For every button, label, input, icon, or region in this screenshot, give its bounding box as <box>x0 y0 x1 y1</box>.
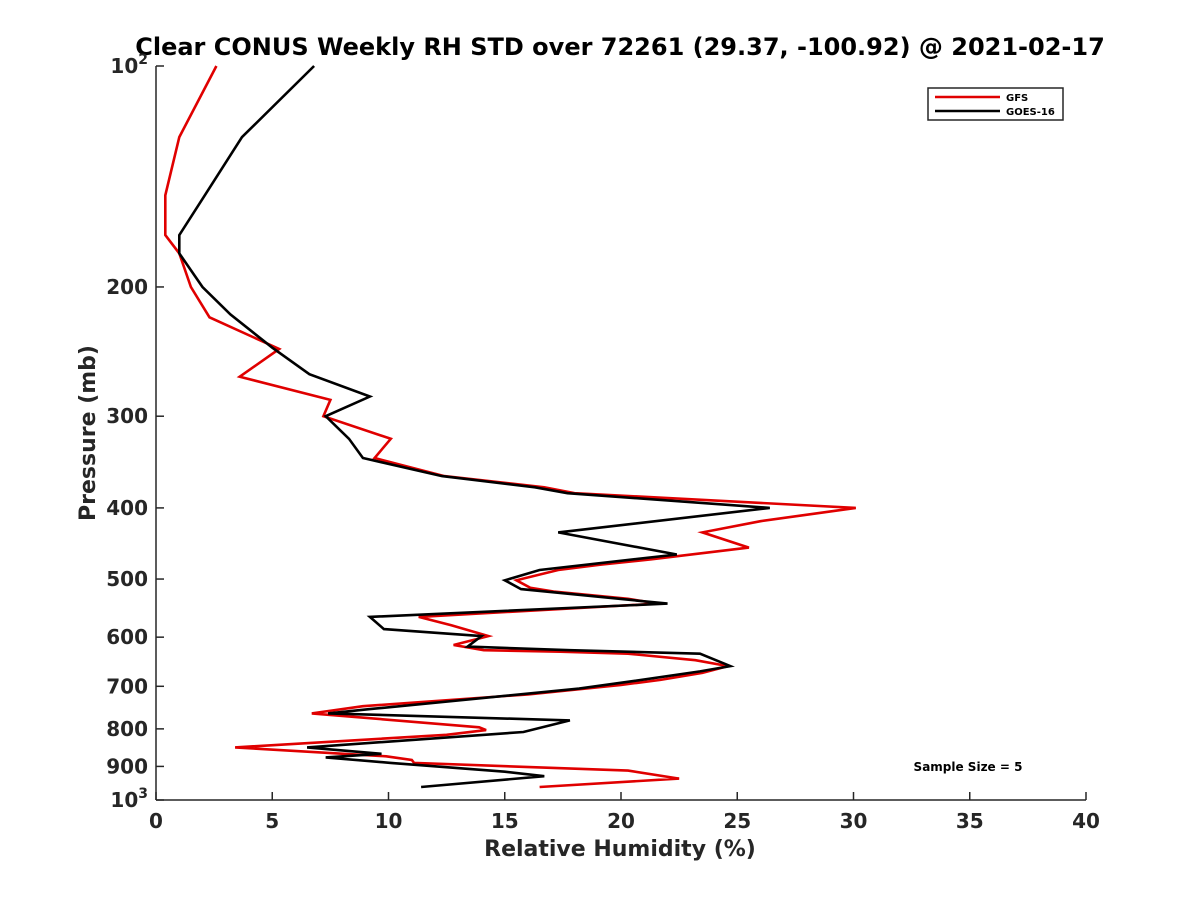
y-tick-label: 400 <box>106 496 148 520</box>
legend: GFS GOES-16 <box>927 87 1064 121</box>
x-tick-label: 25 <box>723 809 751 833</box>
y-tick-label: 600 <box>106 625 148 649</box>
x-tick-label: 0 <box>149 809 163 833</box>
x-tick-label: 40 <box>1072 809 1100 833</box>
y-tick-label: 103 <box>110 786 148 812</box>
y-tick-label: 800 <box>106 717 148 741</box>
x-tick-label: 30 <box>840 809 868 833</box>
x-tick-label: 35 <box>956 809 984 833</box>
y-tick-label: 900 <box>106 754 148 778</box>
x-tick-label: 20 <box>607 809 635 833</box>
x-axis-label: Relative Humidity (%) <box>484 837 756 862</box>
chart-title: Clear CONUS Weekly RH STD over 72261 (29… <box>135 33 1105 61</box>
sample-size-annotation: Sample Size = 5 <box>914 760 1023 774</box>
series-layer <box>164 65 856 789</box>
y-tick-label: 500 <box>106 567 148 591</box>
legend-box <box>927 87 1064 121</box>
x-tick-label: 15 <box>491 809 519 833</box>
x-axis-ticks: 0 5 10 15 20 25 30 35 40 <box>149 792 1100 833</box>
x-tick-label: 5 <box>265 809 279 833</box>
y-tick-label: 700 <box>106 674 148 698</box>
series-line-goes-16 <box>178 65 770 789</box>
y-tick-label: 300 <box>106 404 148 428</box>
legend-label-gfs: GFS <box>1006 93 1028 104</box>
legend-label-goes16: GOES-16 <box>1006 107 1055 118</box>
y-tick-label: 200 <box>106 275 148 299</box>
y-axis-label: Pressure (mb) <box>76 345 101 521</box>
y-tick-label: 102 <box>110 52 148 78</box>
y-axis-ticks: 102 200 300 400 500 600 700 800 900 103 <box>106 52 164 812</box>
x-tick-label: 10 <box>375 809 403 833</box>
